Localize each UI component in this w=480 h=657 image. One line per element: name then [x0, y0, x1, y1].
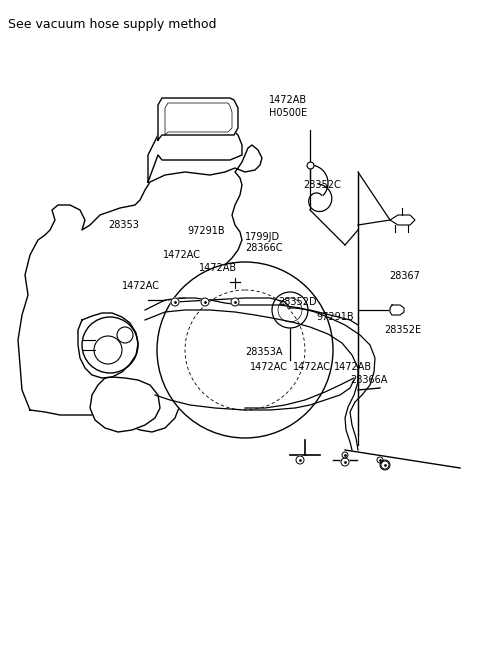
Circle shape: [377, 457, 383, 463]
Text: 97291B: 97291B: [317, 311, 354, 322]
Text: 28366A: 28366A: [350, 374, 388, 385]
Text: 97291B: 97291B: [187, 226, 225, 237]
Text: 1472AC: 1472AC: [293, 361, 331, 372]
Circle shape: [94, 336, 122, 364]
Polygon shape: [18, 145, 262, 432]
Text: 1472AB: 1472AB: [269, 95, 307, 105]
Text: 1472AC: 1472AC: [163, 250, 201, 260]
Circle shape: [231, 298, 239, 306]
Polygon shape: [148, 128, 242, 182]
Circle shape: [171, 298, 179, 306]
Circle shape: [341, 458, 349, 466]
Text: 1799JD: 1799JD: [245, 231, 280, 242]
Circle shape: [201, 298, 209, 306]
Text: 28367: 28367: [389, 271, 420, 281]
Text: 28366C: 28366C: [245, 242, 282, 253]
Polygon shape: [78, 313, 138, 378]
Polygon shape: [390, 215, 415, 225]
Text: 1472AC: 1472AC: [250, 361, 288, 372]
Text: 1472AC: 1472AC: [122, 281, 160, 291]
Text: H0500E: H0500E: [269, 108, 307, 118]
Text: 28352D: 28352D: [278, 297, 317, 307]
Text: 28352C: 28352C: [303, 180, 341, 191]
Text: See vacuum hose supply method: See vacuum hose supply method: [8, 18, 216, 31]
Circle shape: [157, 262, 333, 438]
Text: 28353A: 28353A: [245, 347, 282, 357]
Circle shape: [381, 461, 389, 469]
Circle shape: [380, 460, 390, 470]
Circle shape: [82, 317, 138, 373]
Polygon shape: [390, 305, 404, 315]
Polygon shape: [90, 377, 160, 432]
Circle shape: [342, 452, 348, 458]
Polygon shape: [158, 98, 238, 140]
Text: 28353: 28353: [108, 220, 139, 231]
Circle shape: [117, 327, 133, 343]
Circle shape: [296, 456, 304, 464]
Text: 1472AB: 1472AB: [199, 263, 237, 273]
Text: 28352E: 28352E: [384, 325, 421, 335]
Text: 1472AB: 1472AB: [334, 361, 372, 372]
